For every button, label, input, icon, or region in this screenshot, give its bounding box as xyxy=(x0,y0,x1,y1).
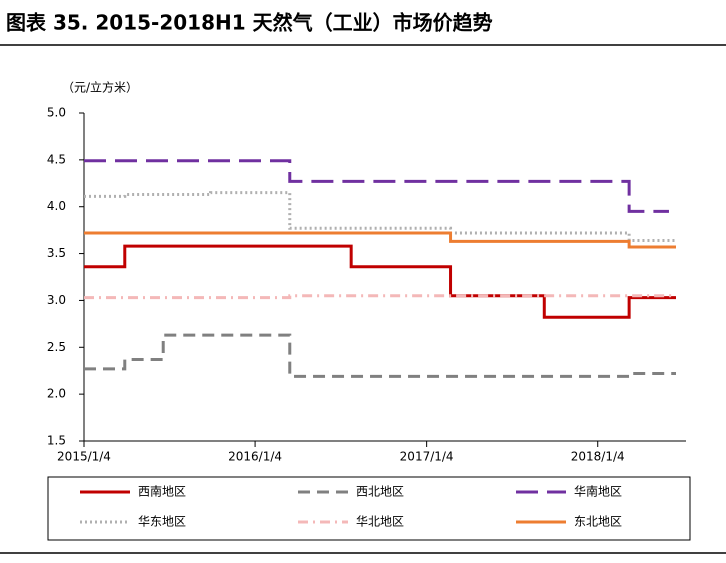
legend-label: 华北地区 xyxy=(356,515,404,529)
y-tick-label: 3.0 xyxy=(47,293,66,307)
y-tick-label: 1.5 xyxy=(47,434,66,448)
series-line xyxy=(84,244,676,319)
legend-label: 华南地区 xyxy=(574,484,622,499)
x-tick-label: 2017/1/4 xyxy=(400,450,454,464)
x-tick-label: 2015/1/4 xyxy=(57,450,111,464)
x-tick-label: 2016/1/4 xyxy=(228,450,282,464)
legend-label: 西南地区 xyxy=(138,484,186,499)
series-line xyxy=(84,294,676,300)
y-tick-label: 4.5 xyxy=(47,152,66,166)
chart-title: 图表 35. 2015-2018H1 天然气（工业）市场价趋势 xyxy=(6,11,493,35)
series-line xyxy=(84,159,669,213)
legend-box xyxy=(47,476,691,541)
legend-label: 西北地区 xyxy=(356,485,404,499)
y-axis-label: （元/立方米） xyxy=(62,80,138,95)
series-line xyxy=(84,231,676,249)
legend-label: 东北地区 xyxy=(574,515,622,529)
series-line xyxy=(84,333,676,378)
series-line xyxy=(84,191,676,242)
legend-label: 华东地区 xyxy=(138,515,186,529)
x-tick-label: 2018/1/4 xyxy=(571,450,625,464)
y-tick-label: 4.0 xyxy=(47,199,66,213)
y-tick-label: 5.0 xyxy=(47,106,66,120)
y-tick-label: 3.5 xyxy=(47,246,66,260)
y-tick-label: 2.0 xyxy=(47,387,66,401)
y-tick-label: 2.5 xyxy=(47,340,66,354)
